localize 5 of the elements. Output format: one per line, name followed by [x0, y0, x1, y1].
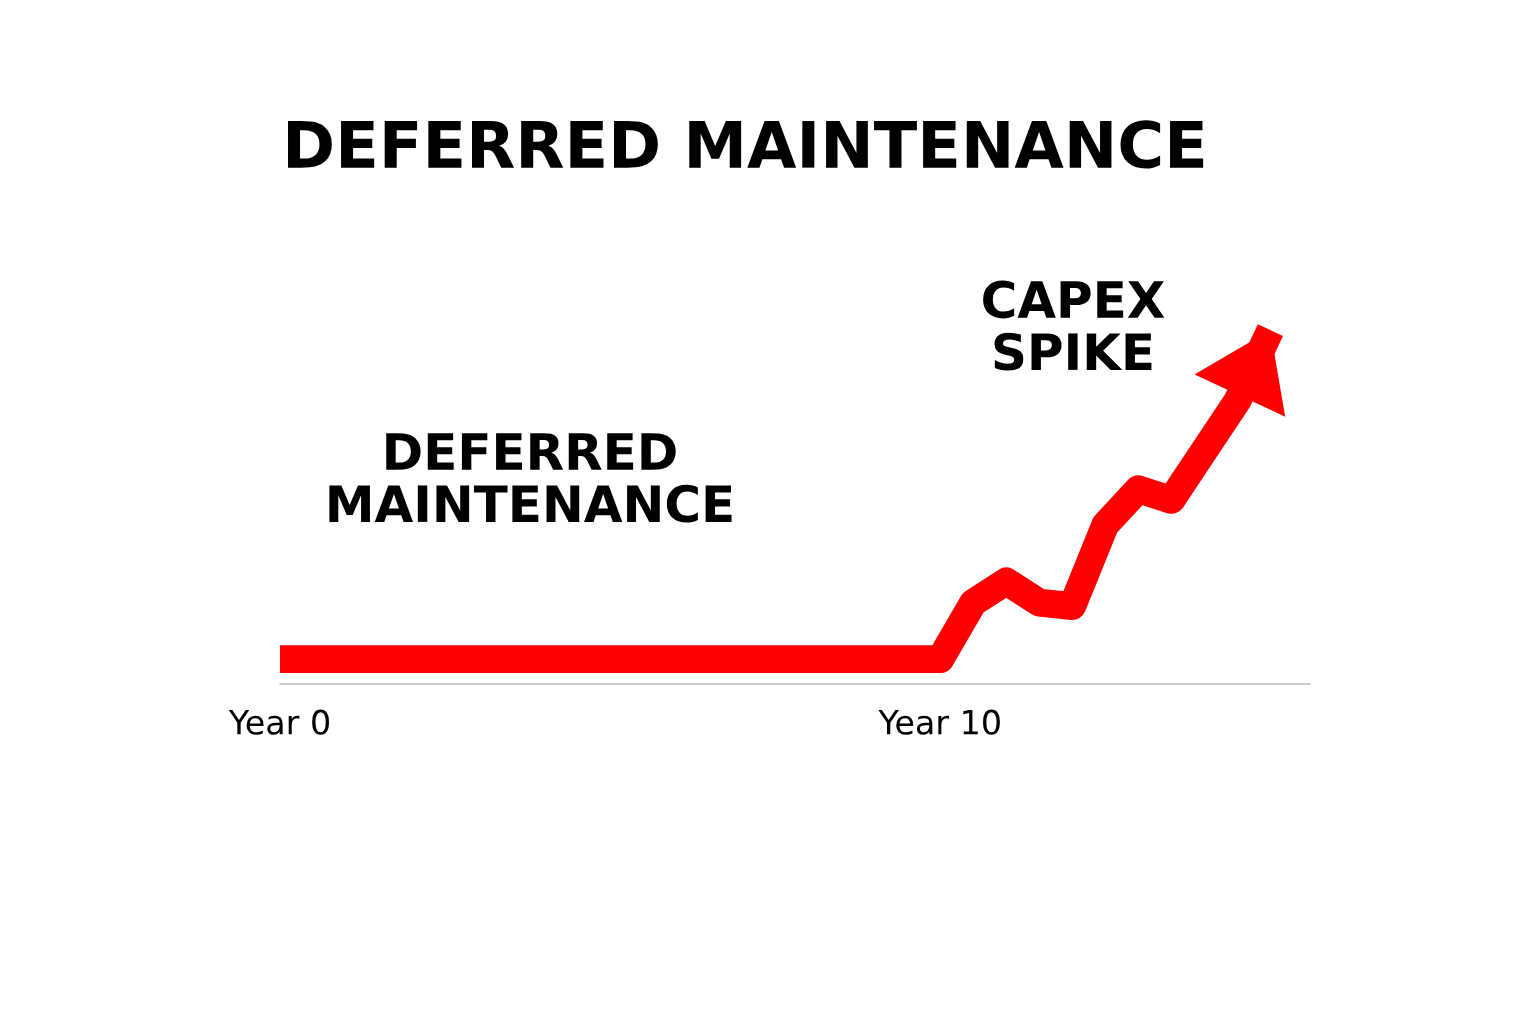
annotation: CAPEX SPIKE	[983, 280, 1165, 371]
x-tick-label: Year 10	[878, 709, 1000, 735]
annotation: DEFERRED MAINTENANCE	[329, 433, 732, 523]
chart-title: DEFERRED MAINTENANCE	[288, 120, 1204, 169]
x-tick-label: Year 0	[228, 709, 329, 735]
